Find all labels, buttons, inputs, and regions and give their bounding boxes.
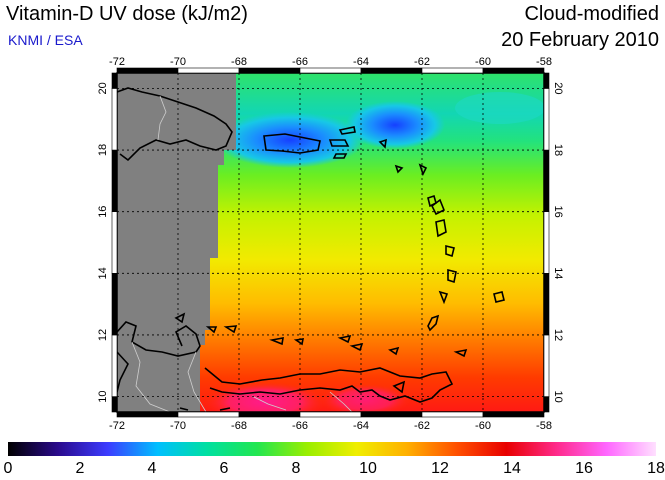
frame-band-bottom [360,411,423,418]
frame-band-left [111,273,118,336]
colorbar-tick-label: 16 [575,460,593,477]
colorbar-tick-label: 6 [219,460,229,477]
mode-label: Cloud-modified [524,3,659,25]
lon-tick-label-bottom: -64 [353,420,369,432]
frame-band-left [111,149,118,212]
frame-band-top [360,67,423,74]
colorbar-tick-label: 4 [147,460,157,477]
frame-band-left [111,396,118,413]
frame-band-bottom [421,411,484,418]
frame-band-right [543,149,550,212]
lon-tick-label-bottom: -62 [414,420,430,432]
lat-tick-label-left: 16 [97,206,109,218]
lon-tick-label-top: -60 [475,56,491,68]
frame-band-left [111,334,118,397]
lat-tick-label-right: 20 [552,82,564,94]
lon-tick-label-bottom: -68 [231,420,247,432]
lat-tick-label-right: 10 [552,390,564,402]
frame-band-top [482,67,545,74]
lat-tick-label-left: 20 [97,82,109,94]
date-label: 20 February 2010 [501,29,659,51]
frame-band-bottom [238,411,301,418]
low-dose-area [345,101,445,149]
map-title: Vitamin-D UV dose (kJ/m2) [6,3,248,25]
frame-band-right [543,334,550,397]
lat-tick-label-left: 18 [97,144,109,156]
high-dose-area [205,382,325,412]
frame-band-top [116,67,179,74]
coastlines [117,87,505,411]
lon-tick-label-top: -66 [292,56,308,68]
low-dose-area [455,92,544,124]
colorbar-tick-label: 2 [75,460,85,477]
lon-tick-label-top: -62 [414,56,430,68]
frame-band-bottom [482,411,545,418]
low-dose-area [215,112,365,168]
colorbar-tick-label: 18 [647,460,665,477]
lat-tick-label-right: 18 [552,144,564,156]
lon-tick-label-top: -70 [170,56,186,68]
lat-tick-label-right: 14 [552,267,564,279]
tick-labels: -72 -72 -70 -70 -68 -68 -66 -66 -64 -64 -62 -62 -60 -… [97,56,564,432]
colorbar-tick-label: 12 [431,460,449,477]
frame-band-left [111,211,118,274]
no-data-region [117,73,236,412]
frame-band-right [543,273,550,336]
lon-tick-label-bottom: -66 [292,420,308,432]
lat-tick-label-left: 12 [97,329,109,341]
lon-tick-label-bottom: -72 [109,420,125,432]
gridlines [117,73,544,412]
colorbar [8,442,656,456]
lat-tick-label-right: 16 [552,206,564,218]
lon-tick-label-top: -64 [353,56,369,68]
country-borders [131,95,353,412]
frame-band-bottom [116,411,179,418]
lon-tick-label-bottom: -70 [170,420,186,432]
frame-band-right [543,211,550,274]
frame-band-top [299,67,362,74]
lat-tick-label-left: 14 [97,267,109,279]
colorbar-tick-label: 0 [3,460,13,477]
frame-band-right [543,88,550,151]
colorbar-tick-label: 8 [291,460,301,477]
lat-tick-label-right: 12 [552,329,564,341]
frame-band-top [421,67,484,74]
lon-tick-label-top: -68 [231,56,247,68]
frame-band-bottom [299,411,362,418]
uv-dose-map: -72 -72 -70 -70 -68 -68 -66 -66 -64 -64 -62 -62 -60 -… [97,56,564,432]
frame-band-left [111,88,118,151]
lon-tick-label-top: -58 [536,56,552,68]
frame-bands [111,67,550,418]
high-dose-area [320,384,410,412]
frame-band-right [543,396,550,413]
lon-tick-label-bottom: -60 [475,420,491,432]
frame-band-right [543,72,550,89]
credit-label: KNMI / ESA [8,32,83,48]
lon-tick-label-top: -72 [109,56,125,68]
colorbar-tick-label: 10 [359,460,377,477]
frame-band-left [111,72,118,89]
frame-band-bottom [177,411,240,418]
lat-tick-label-left: 10 [97,390,109,402]
frame-band-top [238,67,301,74]
frame-band-top [177,67,240,74]
lon-tick-label-bottom: -58 [536,420,552,432]
colorbar-tick-label: 14 [503,460,521,477]
